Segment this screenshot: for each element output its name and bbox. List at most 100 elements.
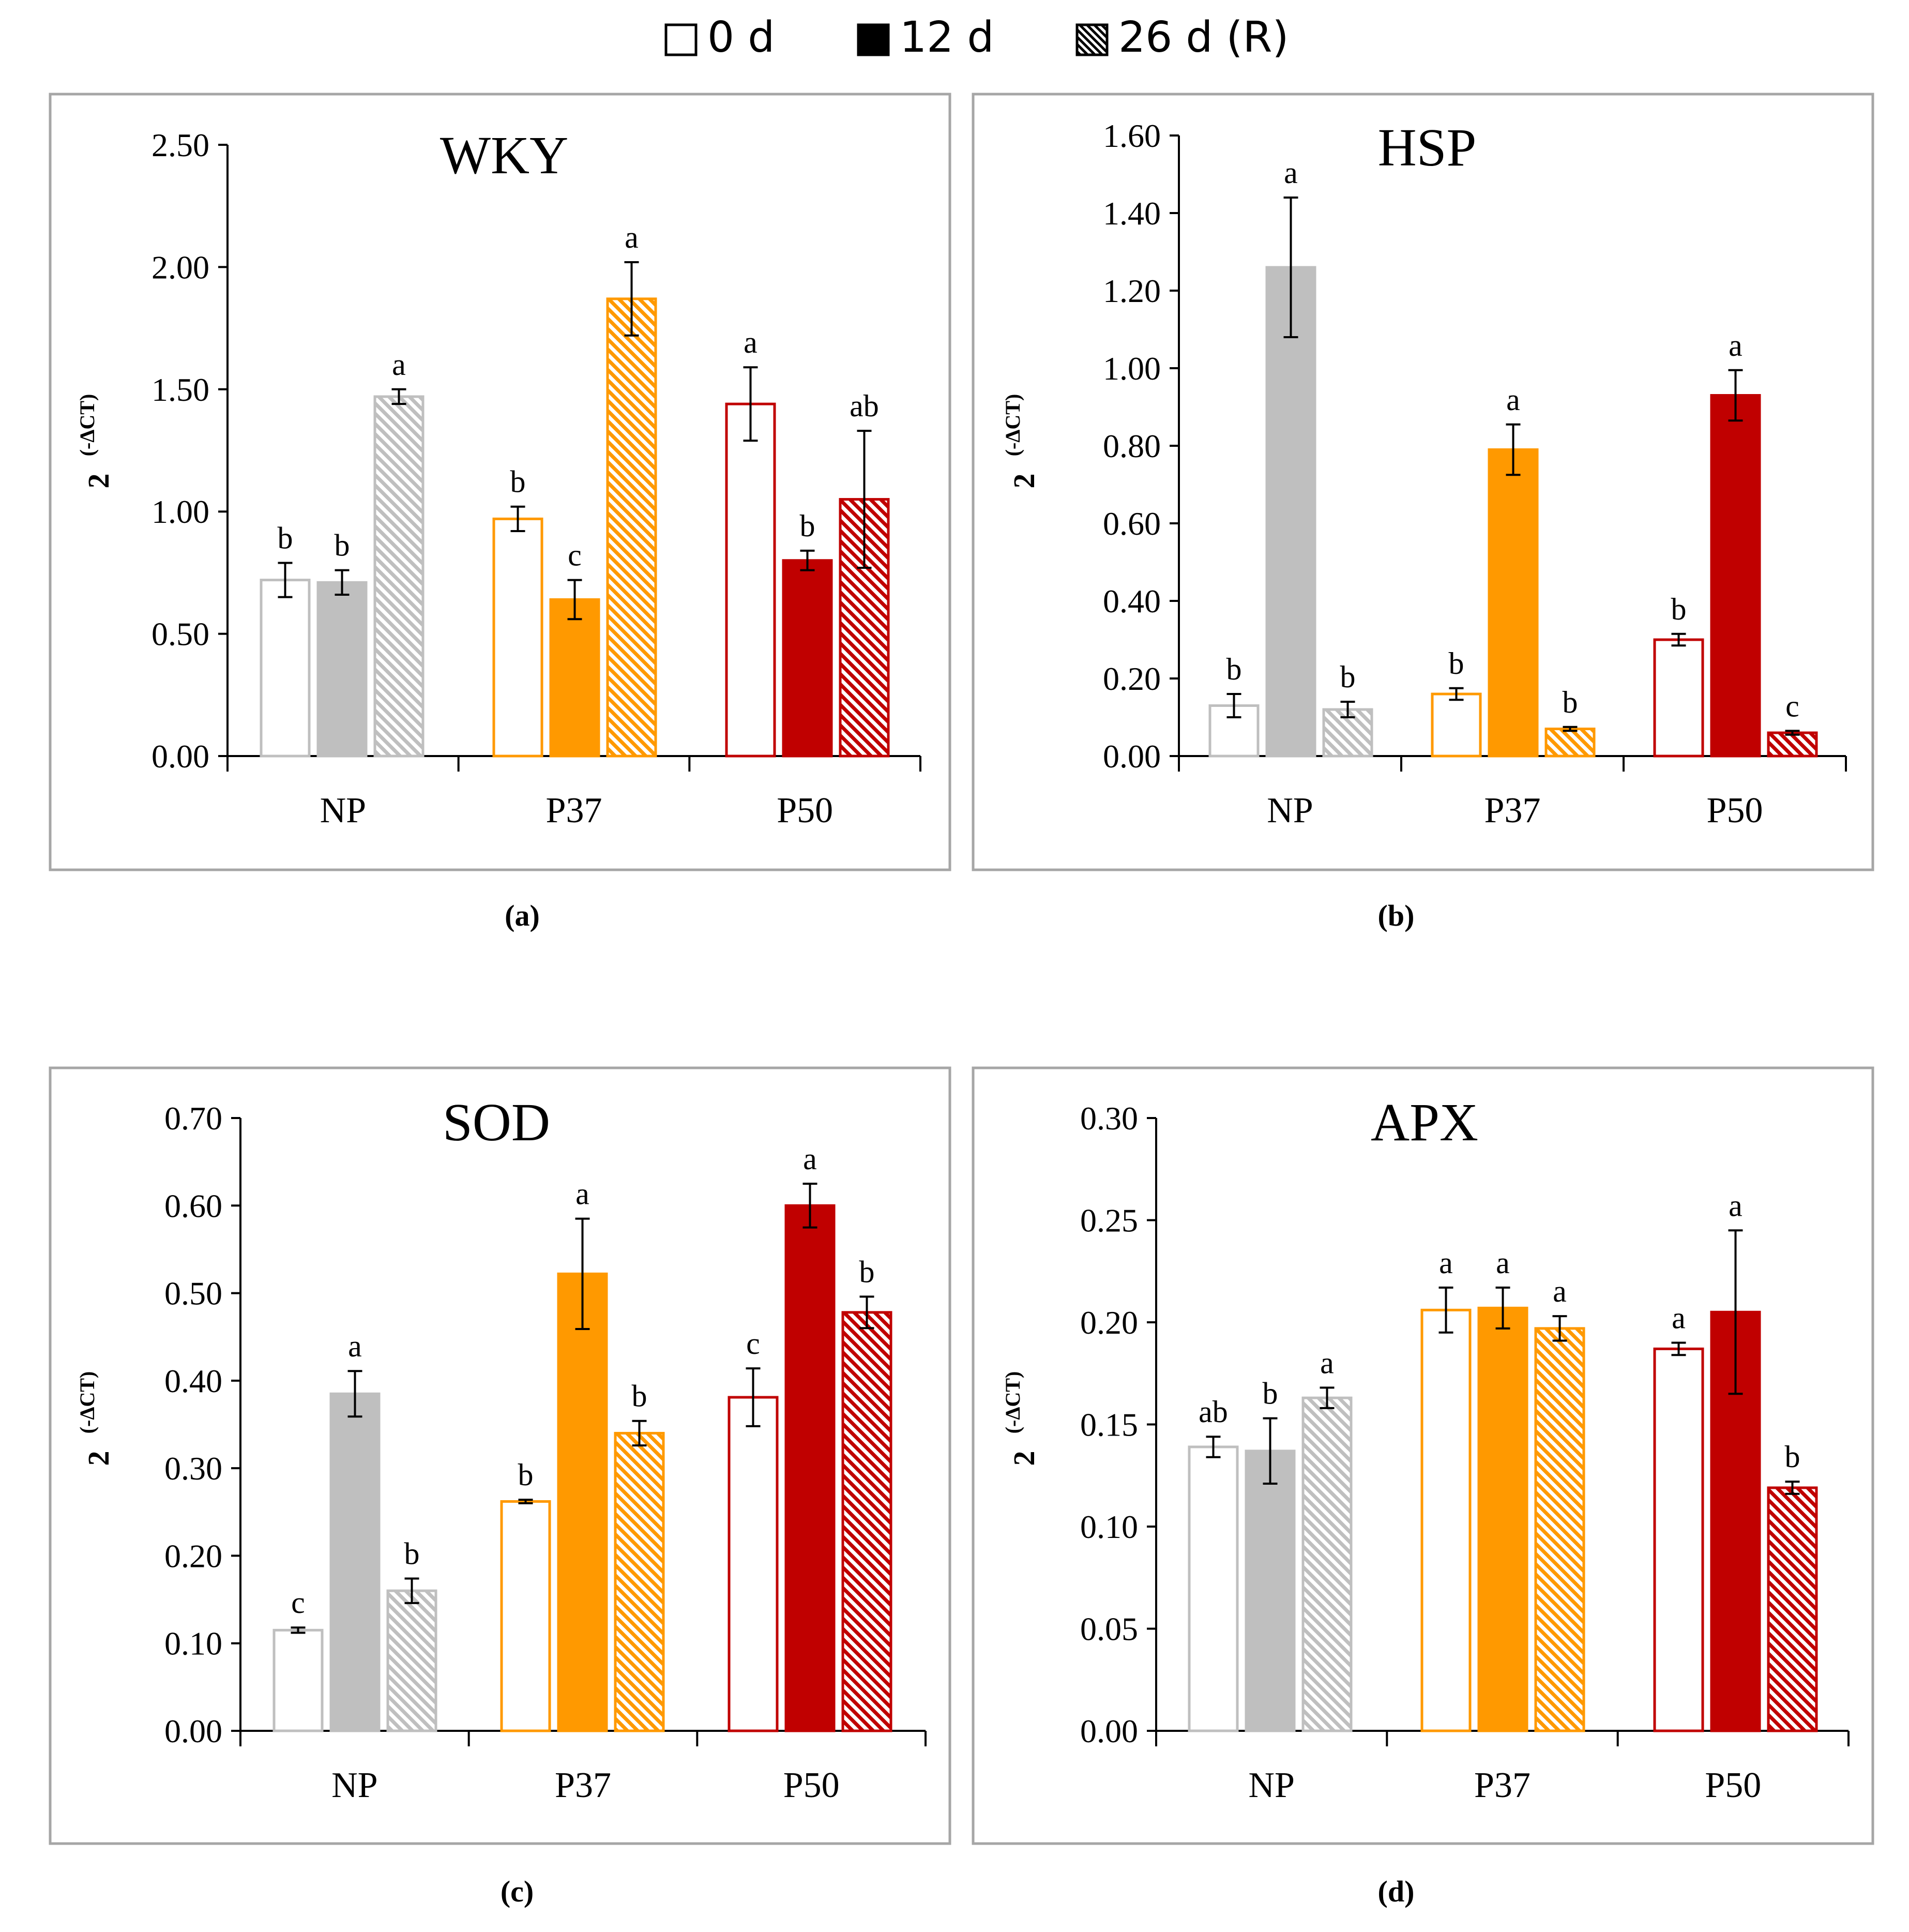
x-category-label: P37 <box>555 1765 611 1805</box>
x-category-label: NP <box>1267 791 1313 831</box>
bar <box>1653 638 1704 758</box>
y-tick-label: 0.00 <box>1080 1713 1138 1749</box>
y-tick-label: 0.20 <box>1080 1304 1138 1341</box>
significance-letter: c <box>568 538 582 572</box>
y-tick-label: 1.60 <box>1103 117 1161 154</box>
significance-letter: a <box>575 1177 589 1211</box>
panel-caption: (b) <box>1378 899 1415 932</box>
significance-letter: c <box>746 1326 760 1361</box>
significance-letter: a <box>1553 1274 1567 1308</box>
bar <box>728 1396 779 1732</box>
x-category-label: P50 <box>1705 1765 1761 1805</box>
significance-letter: b <box>404 1536 420 1571</box>
bar <box>1534 1327 1585 1732</box>
bar <box>329 1392 381 1732</box>
bar <box>1710 394 1761 758</box>
significance-letter: b <box>335 529 350 563</box>
y-axis-label: 2 (-ΔCT) <box>1001 1371 1041 1466</box>
panel-hsp: HSP 0.00 0.20 0.40 0.60 0.80 1.00 1.20 1.40 1.60 N… <box>972 93 1874 932</box>
bar <box>1188 1445 1239 1732</box>
legend-swatch-filled <box>857 23 890 56</box>
significance-letter: b <box>1563 685 1578 719</box>
significance-letter: a <box>392 348 406 382</box>
chart-panels: WKY 0.00 0.50 1.00 1.50 2.00 2.50 NP P37 P50 2 (-ΔC… <box>49 93 1874 1908</box>
y-tick-label: 0.20 <box>164 1537 222 1574</box>
significance-letter: a <box>348 1329 362 1363</box>
bar <box>725 402 776 758</box>
y-tick-label: 0.00 <box>164 1713 222 1749</box>
bar <box>614 1431 665 1732</box>
y-tick-label: 1.00 <box>1103 350 1161 387</box>
significance-letter: c <box>1785 689 1799 723</box>
bar <box>841 1311 892 1732</box>
y-tick-label: 2.00 <box>151 249 209 285</box>
y-tick-label: 2.50 <box>151 127 209 163</box>
legend-label: 0 d <box>707 13 775 62</box>
bar <box>386 1589 437 1732</box>
y-tick-label: 0.15 <box>1080 1407 1138 1443</box>
y-axis-label-exponent: (-ΔCT) <box>75 1371 99 1434</box>
bar <box>1420 1308 1472 1732</box>
y-axis-label-base: 2 <box>82 474 115 489</box>
y-tick-label: 1.50 <box>151 371 209 408</box>
y-tick-label: 0.20 <box>1103 660 1161 697</box>
significance-letter: b <box>632 1379 647 1413</box>
significance-letter: b <box>278 521 293 555</box>
y-tick-label: 0.25 <box>1080 1202 1138 1239</box>
y-tick-label: 0.50 <box>151 616 209 653</box>
y-tick-label: 0.70 <box>164 1100 222 1137</box>
legend: 0 d 12 d 26 d (R) <box>664 13 1289 62</box>
panel-sod: SOD 0.00 0.10 0.20 0.30 0.40 0.50 0.60 0.70 NP P37… <box>49 1066 951 1908</box>
panel-caption: (a) <box>505 899 540 932</box>
significance-letter: a <box>1729 1188 1743 1222</box>
significance-letter: a <box>1672 1301 1686 1335</box>
bar <box>1544 728 1596 758</box>
bar <box>1431 692 1482 758</box>
y-axis-label-exponent: (-ΔCT) <box>75 394 99 457</box>
legend-label: 12 d <box>900 13 994 62</box>
significance-letter: b <box>859 1255 875 1289</box>
significance-letter: a <box>744 325 757 359</box>
bar <box>1245 1450 1296 1732</box>
bar <box>1488 448 1539 758</box>
significance-letter: b <box>518 1458 534 1492</box>
x-category-label: NP <box>320 791 366 831</box>
y-tick-label: 0.60 <box>1103 505 1161 542</box>
y-tick-label: 0.60 <box>164 1187 222 1224</box>
y-axis-label-exponent: (-ΔCT) <box>1001 1371 1024 1434</box>
bar <box>272 1628 324 1732</box>
y-tick-label: 1.40 <box>1103 195 1161 232</box>
y-tick-label: 0.00 <box>1103 738 1161 775</box>
y-axis-label: 2 (-ΔCT) <box>1001 394 1041 489</box>
bar <box>492 517 543 758</box>
y-tick-label: 0.00 <box>151 738 209 775</box>
y-axis-label: 2 (-ΔCT) <box>75 1371 115 1466</box>
x-category-label: P50 <box>1707 791 1763 831</box>
y-tick-label: 0.80 <box>1103 428 1161 464</box>
bar <box>1208 704 1260 758</box>
significance-letter: a <box>1496 1246 1510 1280</box>
x-category-label: P50 <box>783 1765 840 1805</box>
y-axis-label-base: 2 <box>82 1451 115 1466</box>
legend-swatch-open <box>664 23 698 56</box>
significance-letter: a <box>1320 1346 1334 1380</box>
x-category-label: P50 <box>777 791 833 831</box>
x-category-label: P37 <box>546 791 602 831</box>
significance-letter: b <box>1340 660 1356 694</box>
y-tick-label: 0.30 <box>1080 1100 1138 1137</box>
chart-title: HSP <box>1378 118 1477 177</box>
bar <box>1767 731 1818 758</box>
significance-letter: a <box>1729 328 1743 363</box>
bar <box>606 297 657 758</box>
y-tick-label: 0.10 <box>1080 1508 1138 1545</box>
significance-letter: b <box>1263 1377 1278 1411</box>
y-axis-label: 2 (-ΔCT) <box>75 394 115 489</box>
bar <box>557 1272 608 1732</box>
y-tick-label: 0.30 <box>164 1450 222 1487</box>
y-tick-label: 0.50 <box>164 1275 222 1312</box>
significance-letter: b <box>800 509 815 543</box>
significance-letter: a <box>803 1142 817 1176</box>
bar <box>1265 266 1316 758</box>
bar <box>316 581 368 758</box>
